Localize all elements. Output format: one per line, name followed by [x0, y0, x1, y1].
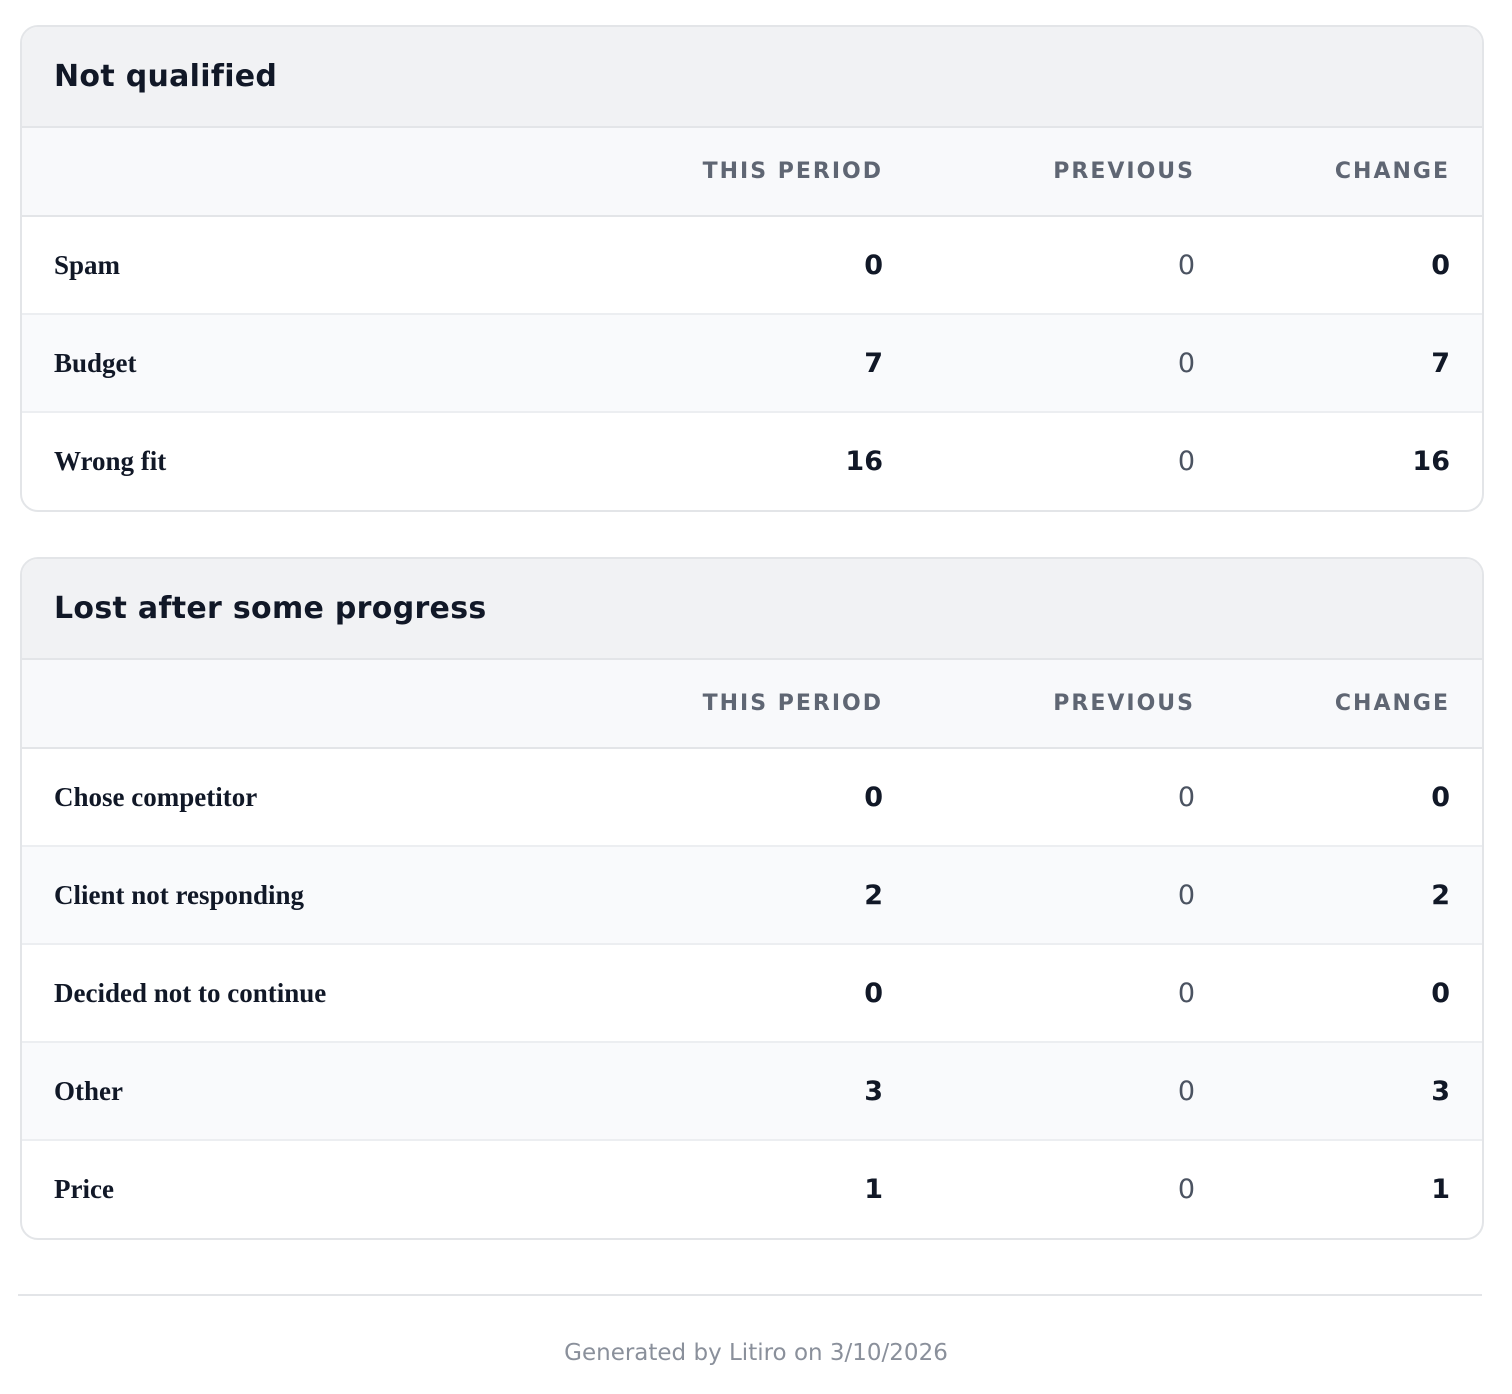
this-period-column-header: THIS PERIOD	[603, 660, 883, 749]
lost-after-progress-table: THIS PERIOD PREVIOUS CHANGE Chose compet…	[22, 660, 1482, 1238]
row-label: Other	[22, 1041, 603, 1140]
section-title: Lost after some progress	[54, 591, 487, 626]
this-period-column-header: THIS PERIOD	[603, 128, 883, 217]
row-label: Spam	[54, 249, 121, 280]
card-header: Lost after some progress	[22, 559, 1482, 660]
this-period-value: 2	[603, 845, 883, 944]
change-value: 0	[1431, 249, 1450, 281]
row-label: Client not responding	[22, 845, 603, 944]
previous-value: 0	[883, 845, 1195, 944]
not-qualified-card: Not qualified THIS PERIOD PREVIOUS CHANG…	[20, 25, 1484, 512]
row-label: Budget	[22, 313, 603, 412]
change-value: 3	[1195, 1041, 1482, 1140]
table-row: Price 1 0 1	[22, 1139, 1482, 1238]
previous-value: 0	[1177, 249, 1195, 281]
table-row: Spam 0 0 0	[22, 216, 1482, 314]
this-period-value: 16	[603, 411, 883, 510]
lost-after-progress-card: Lost after some progress THIS PERIOD PRE…	[20, 557, 1484, 1240]
change-value: 16	[1195, 411, 1482, 510]
previous-value: 0	[883, 1139, 1195, 1238]
change-value: 7	[1195, 313, 1482, 412]
previous-value: 0	[883, 1041, 1195, 1140]
table-row: Chose competitor 0 0 0	[22, 748, 1482, 846]
table-row: Other 3 0 3	[22, 1041, 1482, 1140]
footer-generated-note: Generated by Litiro on 3/10/2026	[564, 1340, 948, 1366]
table-row: Client not responding 2 0 2	[22, 845, 1482, 944]
change-value: 0	[1431, 781, 1450, 813]
row-label: Chose competitor	[54, 781, 258, 812]
this-period-value: 0	[864, 249, 883, 281]
previous-column-header: PREVIOUS	[883, 128, 1195, 217]
this-period-value: 1	[603, 1139, 883, 1238]
this-period-value: 3	[603, 1041, 883, 1140]
previous-value: 0	[883, 313, 1195, 412]
row-label: Wrong fit	[22, 411, 603, 510]
this-period-value: 7	[603, 313, 883, 412]
previous-value: 0	[883, 943, 1195, 1042]
change-column-header: CHANGE	[1195, 128, 1482, 217]
table-header-row: THIS PERIOD PREVIOUS CHANGE	[22, 128, 1482, 217]
table-row: Wrong fit 16 0 16	[22, 411, 1482, 510]
label-column-header	[22, 128, 603, 217]
label-column-header	[22, 660, 603, 749]
this-period-value: 0	[864, 781, 883, 813]
previous-column-header: PREVIOUS	[883, 660, 1195, 749]
row-label: Price	[22, 1139, 603, 1238]
previous-value: 0	[883, 411, 1195, 510]
table-row: Budget 7 0 7	[22, 313, 1482, 412]
change-value: 2	[1195, 845, 1482, 944]
section-title: Not qualified	[54, 59, 278, 94]
change-value: 1	[1195, 1139, 1482, 1238]
row-label: Decided not to continue	[22, 943, 603, 1042]
card-header: Not qualified	[22, 27, 1482, 128]
not-qualified-table: THIS PERIOD PREVIOUS CHANGE Spam 0 0 0 B…	[22, 128, 1482, 510]
change-value: 0	[1195, 943, 1482, 1042]
footer-divider	[18, 1294, 1482, 1296]
table-header-row: THIS PERIOD PREVIOUS CHANGE	[22, 660, 1482, 749]
change-column-header: CHANGE	[1195, 660, 1482, 749]
this-period-value: 0	[603, 943, 883, 1042]
previous-value: 0	[1177, 781, 1195, 813]
table-row: Decided not to continue 0 0 0	[22, 943, 1482, 1042]
